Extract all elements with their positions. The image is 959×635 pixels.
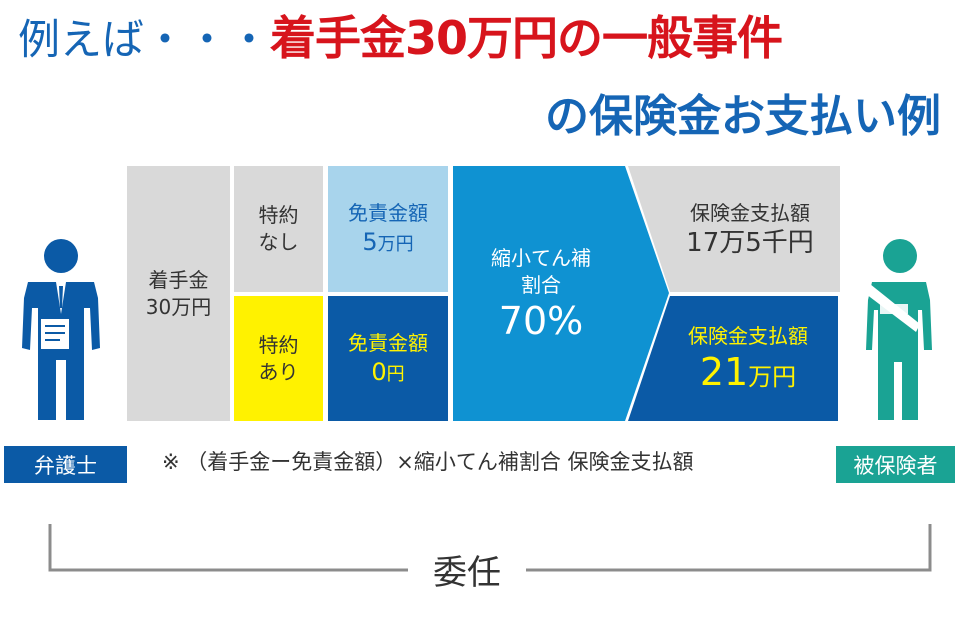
payout-with-rider-number: 21 bbox=[699, 350, 749, 394]
formula-note: ※ （着手金ー免責金額）×縮小てん補割合 保険金支払額 bbox=[162, 450, 694, 474]
ratio-label-line1: 縮小てん補 bbox=[491, 245, 591, 270]
payout-no-rider-label: 保険金支払額 bbox=[690, 200, 810, 225]
title-highlight: 着手金30万円の一般事件 bbox=[270, 11, 783, 65]
payout-no-rider-value: 17万5千円 bbox=[686, 227, 814, 258]
retainer-label: 着手金 bbox=[148, 267, 209, 292]
deductible-with-rider-label: 免責金額 bbox=[348, 330, 428, 355]
payout-with-rider-unit: 万円 bbox=[748, 363, 797, 391]
payout-with-rider-amount: 21万円 bbox=[700, 350, 796, 394]
no-rider-box: 特約 なし bbox=[234, 166, 323, 292]
delegation-label: 委任 bbox=[408, 545, 526, 594]
payout-no-rider-shape bbox=[628, 166, 840, 292]
deductible-no-rider-unit: 万円 bbox=[377, 234, 414, 255]
with-rider-line1: 特約 bbox=[258, 332, 299, 357]
deductible-with-rider-number: 0 bbox=[371, 357, 387, 386]
with-rider-line2: あり bbox=[258, 359, 299, 384]
deductible-no-rider-amount: 5万円 bbox=[362, 227, 413, 258]
ratio-box: 縮小てん補 割合 70% bbox=[453, 166, 629, 421]
deductible-no-rider-number: 5 bbox=[362, 228, 378, 256]
title-prefix: 例えば・・・ bbox=[18, 15, 271, 64]
payout-with-rider-box: 保険金支払額 21万円 bbox=[658, 296, 838, 421]
deductible-no-rider-box: 免責金額 5万円 bbox=[328, 166, 448, 292]
no-rider-line2: なし bbox=[258, 230, 299, 254]
with-rider-box: 特約 あり bbox=[234, 296, 323, 421]
ratio-value: 70% bbox=[498, 298, 584, 343]
payout-with-rider-label: 保険金支払額 bbox=[688, 324, 808, 348]
retainer-amount: 30万円 bbox=[145, 294, 212, 319]
person-with-document-icon bbox=[22, 239, 100, 420]
retainer-box: 着手金 30万円 bbox=[127, 166, 230, 421]
page-subtitle: の保険金お支払い例 bbox=[545, 91, 941, 142]
page-title: 例えば・・・着手金30万円の一般事件 bbox=[18, 2, 783, 68]
injured-person-icon bbox=[866, 239, 932, 420]
deductible-with-rider-amount: 0円 bbox=[371, 357, 404, 388]
deductible-with-rider-box: 免責金額 0円 bbox=[328, 296, 448, 421]
lawyer-label: 弁護士 bbox=[4, 446, 127, 483]
payout-with-rider-shape bbox=[628, 296, 838, 421]
no-rider-line1: 特約 bbox=[258, 203, 299, 227]
insured-label: 被保険者 bbox=[836, 446, 955, 483]
deductible-with-rider-unit: 円 bbox=[386, 363, 405, 385]
ratio-label-line2: 割合 bbox=[521, 272, 561, 297]
ratio-arrow-shape bbox=[453, 166, 669, 421]
payout-no-rider-box: 保険金支払額 17万5千円 bbox=[660, 166, 840, 292]
deductible-no-rider-label: 免責金額 bbox=[348, 201, 428, 225]
